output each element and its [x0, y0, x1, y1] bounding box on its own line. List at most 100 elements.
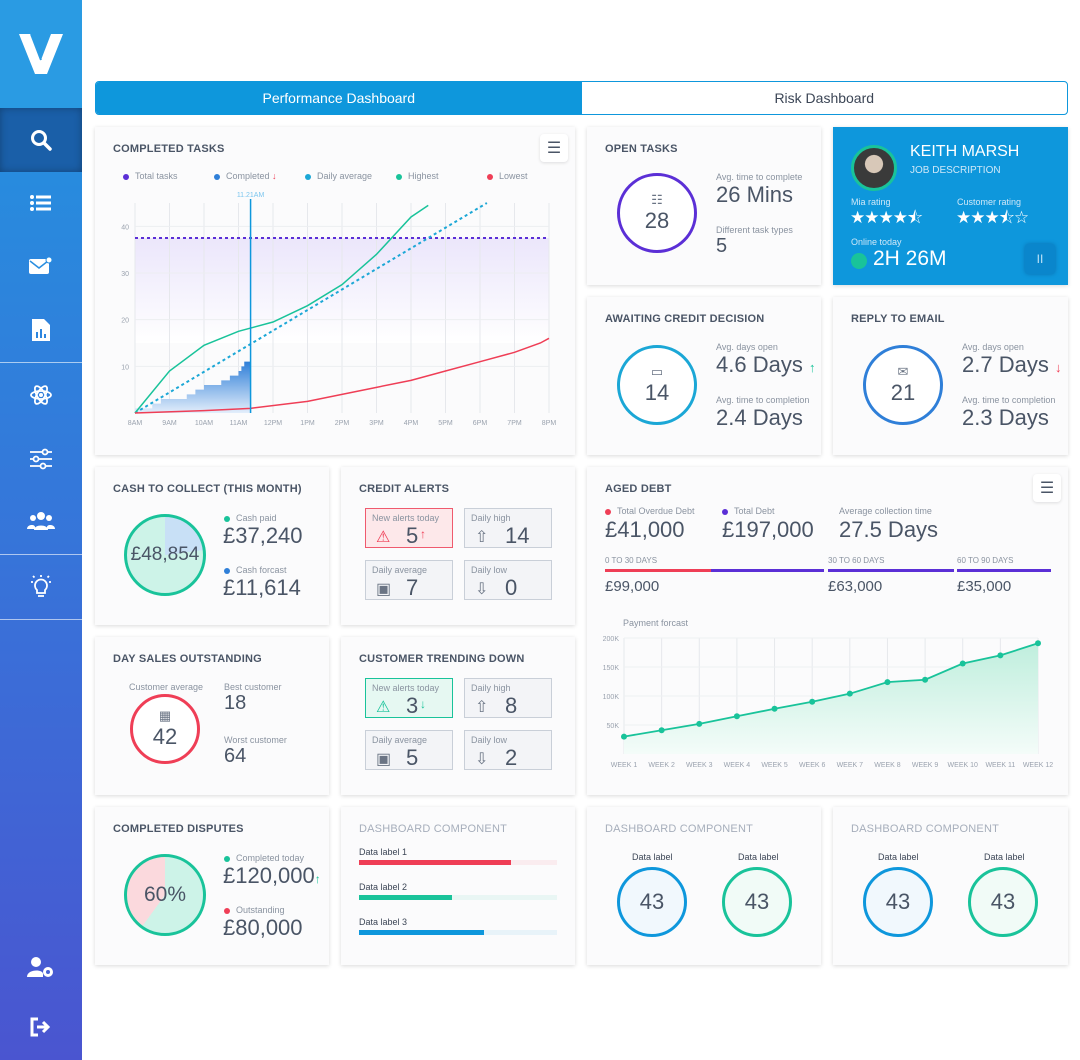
y-tick-label: 30 [121, 271, 129, 278]
series-lowest [134, 337, 550, 414]
value: £120,000 [223, 863, 315, 888]
job-description: JOB DESCRIPTION [910, 165, 1001, 176]
value: £197,000 [722, 517, 814, 542]
legend-lowest: Lowest [487, 171, 528, 181]
x-tick-label: 12PM [264, 420, 282, 427]
value: £37,240 [223, 523, 303, 548]
nav-mail[interactable] [0, 235, 82, 297]
dashboard-component-circles: DASHBOARD COMPONENT Data label 43 Data l… [587, 807, 821, 965]
label: Avg. days open [962, 342, 1024, 352]
dashboard-component-bars: DASHBOARD COMPONENT Data label 1 Data lab… [341, 807, 575, 965]
x-tick-label: 8PM [542, 420, 557, 427]
arrow-up-bar-icon: ⇧ [475, 529, 489, 546]
nav-atom[interactable] [0, 364, 82, 426]
bar-label: Data label 2 [359, 882, 408, 892]
label: Online today [851, 237, 902, 247]
nav-search[interactable] [0, 108, 82, 172]
y-tick-label: 150K [603, 665, 620, 672]
total-debt-label: Total Debt [722, 506, 775, 516]
profile-card: KEITH MARSH JOB DESCRIPTION Mia rating ★… [833, 127, 1068, 285]
value: 64 [224, 745, 247, 767]
logo[interactable] [0, 0, 82, 108]
x-tick-label: 3PM [369, 420, 384, 427]
new-alerts-box: New alerts today ⚠ 3 ↓ [365, 678, 453, 718]
card-title: COMPLETED TASKS [113, 143, 225, 155]
value: £80,000 [223, 915, 303, 940]
arrow-down-icon: ↓ [1054, 360, 1062, 375]
mia-rating-stars: ★★★★⯪ [850, 208, 923, 227]
data-point [884, 679, 891, 686]
cash-paid-label: Cash paid [224, 513, 277, 523]
x-tick-label: 10AM [195, 420, 213, 427]
x-tick-label: WEEK 12 [1023, 762, 1053, 769]
pause-button[interactable]: II [1025, 244, 1055, 274]
users-icon [27, 512, 55, 530]
progress-fill [359, 930, 484, 935]
daily-average-box: Daily average ▣ 7 [365, 560, 453, 600]
calendar-icon: ▦ [158, 708, 172, 723]
completed-disputes-card: COMPLETED DISPUTES 60% Completed today £… [95, 807, 329, 965]
nav-settings[interactable] [0, 428, 82, 490]
menu-button[interactable]: ☰ [1033, 474, 1061, 502]
daily-low-box: Daily low ⇩ 2 [464, 730, 552, 770]
metric-circle: 43 [968, 867, 1038, 937]
cash-donut: £48,854 [124, 514, 206, 596]
label: Avg. time to completion [962, 395, 1056, 405]
bucket-bar [828, 569, 954, 572]
tab-risk-dashboard[interactable]: Risk Dashboard [774, 90, 875, 106]
data-point [997, 652, 1004, 659]
nav-reports[interactable] [0, 299, 82, 361]
menu-button[interactable]: ☰ [540, 134, 568, 162]
x-tick-label: WEEK 1 [611, 762, 638, 769]
aged-debt-card: AGED DEBT ☰ Total Overdue Debt £41,000 T… [587, 467, 1068, 795]
calendar-icon: ▣ [376, 581, 392, 598]
x-tick-label: WEEK 6 [799, 762, 826, 769]
cash-to-collect-card: CASH TO COLLECT (THIS MONTH) £48,854 Cas… [95, 467, 329, 625]
outstanding-label: Outstanding [224, 905, 285, 915]
credit-card-icon: ▭ [650, 364, 664, 379]
legend-highest: Highest [396, 171, 439, 181]
new-alerts-box: New alerts today ⚠ 5 ↑ [365, 508, 453, 548]
value: 5 [716, 235, 728, 257]
nav-logout[interactable] [0, 996, 82, 1058]
time-marker-label: 11.21AM [237, 192, 265, 199]
y-tick-label: 200K [603, 636, 620, 643]
bucket-label: 0 TO 30 DAYS [605, 556, 658, 565]
report-icon [32, 319, 50, 341]
profile-name: KEITH MARSH [910, 143, 1020, 160]
avatar [851, 145, 897, 191]
x-tick-label: WEEK 4 [724, 762, 751, 769]
sliders-icon [30, 448, 52, 470]
value: 2.7 Days [962, 352, 1049, 377]
nav-users[interactable] [0, 490, 82, 552]
data-point [1035, 640, 1041, 647]
warning-icon: ⚠ [376, 529, 391, 546]
label: Avg. time to complete [716, 172, 803, 182]
label: Avg. days open [716, 342, 778, 352]
x-tick-label: 6PM [473, 420, 488, 427]
nav-list[interactable] [0, 172, 82, 234]
value: 4.6 Days [716, 352, 803, 377]
label: Different task types [716, 225, 793, 235]
tab-performance-dashboard[interactable]: Performance Dashboard [96, 82, 582, 114]
sidebar [0, 0, 82, 1060]
nav-user-settings[interactable] [0, 936, 82, 998]
open-tasks-circle: ☷ 28 [617, 173, 697, 253]
bar-label: Data label 1 [359, 847, 408, 857]
nav-ideas[interactable] [0, 555, 82, 617]
customer-trending-card: CUSTOMER TRENDING DOWN New alerts today ⚠… [341, 637, 575, 795]
sidebar-divider [0, 554, 82, 555]
card-title: COMPLETED DISPUTES [113, 823, 244, 835]
x-tick-label: WEEK 11 [985, 762, 1015, 769]
daily-average-box: Daily average ▣ 5 [365, 730, 453, 770]
progress-fill [359, 895, 453, 900]
awaiting-credit-card: AWAITING CREDIT DECISION ▭ 14 Avg. days o… [587, 297, 821, 455]
online-time: 2H 26M [873, 247, 947, 270]
data-point [733, 713, 740, 720]
warning-icon: ⚠ [376, 699, 391, 716]
arrow-up-bar-icon: ⇧ [475, 699, 489, 716]
atom-icon [30, 385, 52, 405]
list-icon [30, 195, 51, 211]
value: 27.5 Days [839, 517, 939, 542]
mail-icon [29, 257, 53, 274]
